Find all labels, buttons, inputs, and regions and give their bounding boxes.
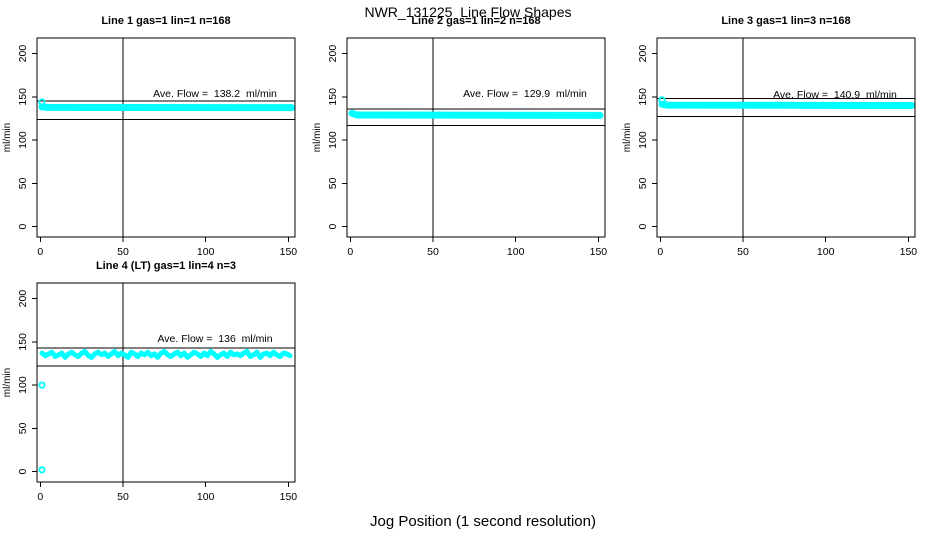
subplot-line3-canvas: 0 50 100 150 0 50 100 150 200 ml/min	[622, 37, 918, 258]
svg-text:ml/min: ml/min	[2, 123, 13, 152]
svg-text:150: 150	[280, 491, 298, 503]
svg-text:100: 100	[327, 131, 339, 149]
svg-text:ml/min: ml/min	[2, 368, 13, 397]
svg-text:100: 100	[17, 131, 29, 149]
subplot-line2-avg-flow-label: Ave. Flow = 129.9 ml/min	[463, 88, 587, 100]
svg-text:200: 200	[637, 45, 649, 63]
svg-text:150: 150	[900, 246, 918, 258]
subplot-line4-title: Line 4 (LT) gas=1 lin=4 n=3	[95, 260, 237, 272]
svg-text:50: 50	[117, 246, 129, 258]
subplot-line3-title: Line 3 gas=1 lin=3 n=168	[721, 15, 851, 27]
svg-text:100: 100	[197, 246, 215, 258]
svg-text:100: 100	[17, 376, 29, 394]
svg-text:ml/min: ml/min	[622, 123, 633, 152]
subplot-line4-canvas: 0 50 100 150 0 50 100 150 200 ml/min	[2, 282, 298, 503]
svg-text:150: 150	[17, 88, 29, 106]
subplot-line1-title: Line 1 gas=1 lin=1 n=168	[101, 15, 231, 27]
svg-text:0: 0	[17, 224, 29, 230]
svg-text:0: 0	[347, 246, 353, 258]
page-title: NWR_131225 Line Flow Shapes	[364, 4, 572, 20]
subplot-line2-canvas: 0 50 100 150 0 50 100 150 200 ml/min	[312, 37, 608, 258]
subplot-line3-avg-flow-label: Ave. Flow = 140.9 ml/min	[773, 89, 897, 101]
svg-text:150: 150	[17, 333, 29, 351]
svg-text:200: 200	[327, 45, 339, 63]
svg-text:ml/min: ml/min	[312, 123, 323, 152]
x-axis-label: Jog Position (1 second resolution)	[370, 513, 596, 530]
svg-text:200: 200	[17, 45, 29, 63]
svg-text:50: 50	[117, 491, 129, 503]
svg-text:100: 100	[507, 246, 525, 258]
subplot-line4-avg-flow-label: Ave. Flow = 136 ml/min	[157, 333, 273, 345]
svg-text:100: 100	[817, 246, 835, 258]
svg-text:150: 150	[637, 88, 649, 106]
svg-text:100: 100	[637, 131, 649, 149]
svg-text:50: 50	[637, 177, 649, 189]
svg-text:150: 150	[590, 246, 608, 258]
svg-text:50: 50	[737, 246, 749, 258]
svg-text:50: 50	[427, 246, 439, 258]
svg-text:50: 50	[327, 177, 339, 189]
svg-text:0: 0	[657, 246, 663, 258]
svg-text:50: 50	[17, 177, 29, 189]
svg-text:0: 0	[17, 469, 29, 475]
subplot-line1-avg-flow-label: Ave. Flow = 138.2 ml/min	[153, 88, 277, 100]
svg-text:0: 0	[327, 224, 339, 230]
svg-text:150: 150	[280, 246, 298, 258]
svg-text:0: 0	[637, 224, 649, 230]
subplot-line2-title: Line 2 gas=1 lin=2 n=168	[411, 15, 541, 27]
svg-text:200: 200	[17, 290, 29, 308]
svg-text:50: 50	[17, 422, 29, 434]
svg-text:150: 150	[327, 88, 339, 106]
svg-text:0: 0	[37, 246, 43, 258]
subplot-line1-canvas: 0 50 100 150 0 50 100 150 200 ml/min	[2, 37, 298, 258]
svg-text:100: 100	[197, 491, 215, 503]
svg-text:0: 0	[37, 491, 43, 503]
